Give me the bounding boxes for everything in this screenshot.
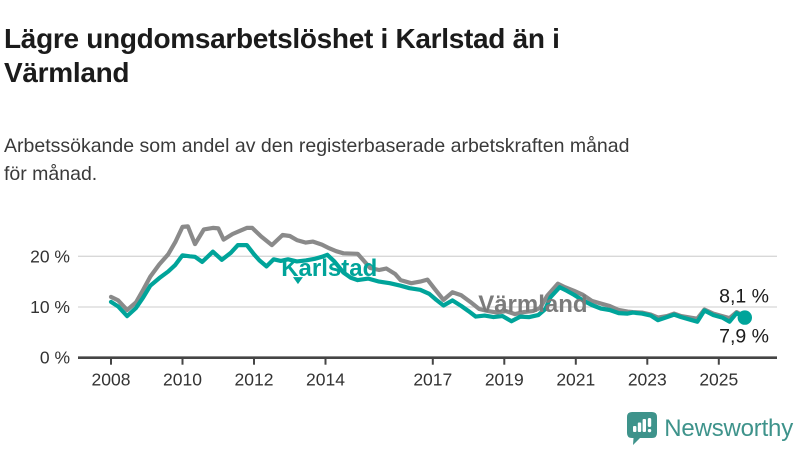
icon-bar-3 xyxy=(642,419,647,432)
y-tick-label-10: 10 % xyxy=(30,297,70,317)
karlstad-end-dot xyxy=(737,310,752,325)
x-tick-label-2008: 2008 xyxy=(92,370,131,390)
unemployment-chart: 20 % 10 % 0 % 2008 2010 2012 2014 2017 2019 2021 2… xyxy=(0,195,800,400)
karlstad-line-label: Karlstad xyxy=(281,255,377,282)
varmland-end-value-label: 8,1 % xyxy=(719,286,769,308)
newsworthy-icon xyxy=(627,412,658,445)
newsworthy-wordmark: Newsworthy xyxy=(664,414,793,442)
varmland-line xyxy=(108,224,747,321)
x-tick-label-2025: 2025 xyxy=(699,370,738,390)
speech-bubble-shape xyxy=(627,412,658,445)
varmland-line-label: Värmland xyxy=(478,291,587,318)
chart-subtitle: Arbetssökande som andel av den registerb… xyxy=(4,132,796,189)
icon-bar-2 xyxy=(638,422,642,432)
unemployment-line-chart: 20 % 10 % 0 % 2008 2010 2012 2014 2017 2019 2021 2… xyxy=(30,224,777,390)
x-tick-label-2014: 2014 xyxy=(306,370,345,390)
chart-subtitle-line-2: för månad. xyxy=(4,162,98,185)
x-tick-label-2017: 2017 xyxy=(413,370,452,390)
y-tick-label-0: 0 % xyxy=(40,348,70,368)
x-tick-label-2023: 2023 xyxy=(628,370,667,390)
icon-bar-1 xyxy=(633,426,637,432)
karlstad-line xyxy=(108,242,747,324)
karlstad-label-pointer xyxy=(292,277,303,285)
page-title: Lägre ungdomsarbetslöshet i Karlstad än … xyxy=(4,22,796,90)
chart-subtitle-line-1: Arbetssökande som andel av den registerb… xyxy=(4,134,630,157)
page-title-line-2: Värmland xyxy=(4,56,130,88)
x-tick-label-2021: 2021 xyxy=(556,370,595,390)
karlstad-end-value-label: 7,9 % xyxy=(719,326,769,348)
icon-exclamation-bar xyxy=(648,418,652,427)
newsworthy-logo: Newsworthy xyxy=(627,412,793,445)
x-tick-label-2010: 2010 xyxy=(163,370,202,390)
x-tick-label-2012: 2012 xyxy=(235,370,274,390)
y-tick-label-20: 20 % xyxy=(30,246,70,266)
x-tick-label-2019: 2019 xyxy=(485,370,524,390)
icon-exclamation-dot xyxy=(648,429,652,433)
page-title-line-1: Lägre ungdomsarbetslöshet i Karlstad än … xyxy=(4,22,560,54)
